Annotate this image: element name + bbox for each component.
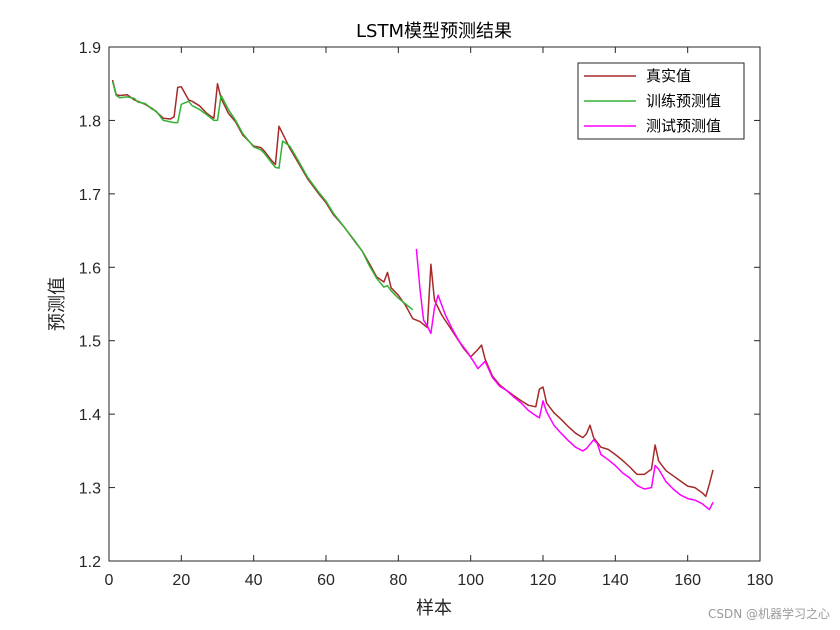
x-tick-label: 80 bbox=[389, 572, 407, 589]
y-tick-label: 1.6 bbox=[79, 260, 101, 277]
legend-label-train: 训练预测值 bbox=[646, 92, 721, 110]
y-tick-label: 1.7 bbox=[79, 187, 101, 204]
y-tick-label: 1.4 bbox=[79, 407, 101, 424]
legend: 真实值 训练预测值 测试预测值 bbox=[577, 62, 745, 140]
legend-label-actual: 真实值 bbox=[646, 67, 691, 85]
y-tick-label: 1.3 bbox=[79, 481, 101, 498]
x-tick-label: 60 bbox=[317, 572, 335, 589]
x-tick-label: 20 bbox=[172, 572, 190, 589]
ticks-layer: 0 20 40 60 80 100 120 140 160 180 1.2 1.3 1.4 1.5 1.6 1… bbox=[79, 40, 774, 589]
y-tick-label: 1.5 bbox=[79, 334, 101, 351]
chart-title: LSTM模型预测结果 bbox=[356, 21, 512, 42]
x-axis-label: 样本 bbox=[416, 598, 452, 619]
series-layer bbox=[111, 79, 714, 511]
series-line-actual bbox=[111, 79, 714, 498]
watermark: CSDN @机器学习之心 bbox=[707, 607, 830, 621]
series-line-train bbox=[111, 81, 414, 311]
x-tick-label: 0 bbox=[105, 572, 114, 589]
y-tick-label: 1.9 bbox=[79, 40, 101, 57]
x-tick-label: 140 bbox=[602, 572, 629, 589]
series-line-test bbox=[415, 248, 714, 511]
y-axis-label: 预测值 bbox=[47, 277, 68, 331]
y-tick-label: 1.2 bbox=[79, 554, 101, 571]
x-tick-label: 40 bbox=[245, 572, 263, 589]
legend-label-test: 测试预测值 bbox=[646, 117, 721, 135]
x-tick-label: 180 bbox=[747, 572, 774, 589]
y-tick-label: 1.8 bbox=[79, 113, 101, 130]
axes-box bbox=[108, 46, 761, 562]
x-tick-label: 100 bbox=[457, 572, 484, 589]
x-tick-label: 160 bbox=[674, 572, 701, 589]
x-tick-label: 120 bbox=[530, 572, 557, 589]
